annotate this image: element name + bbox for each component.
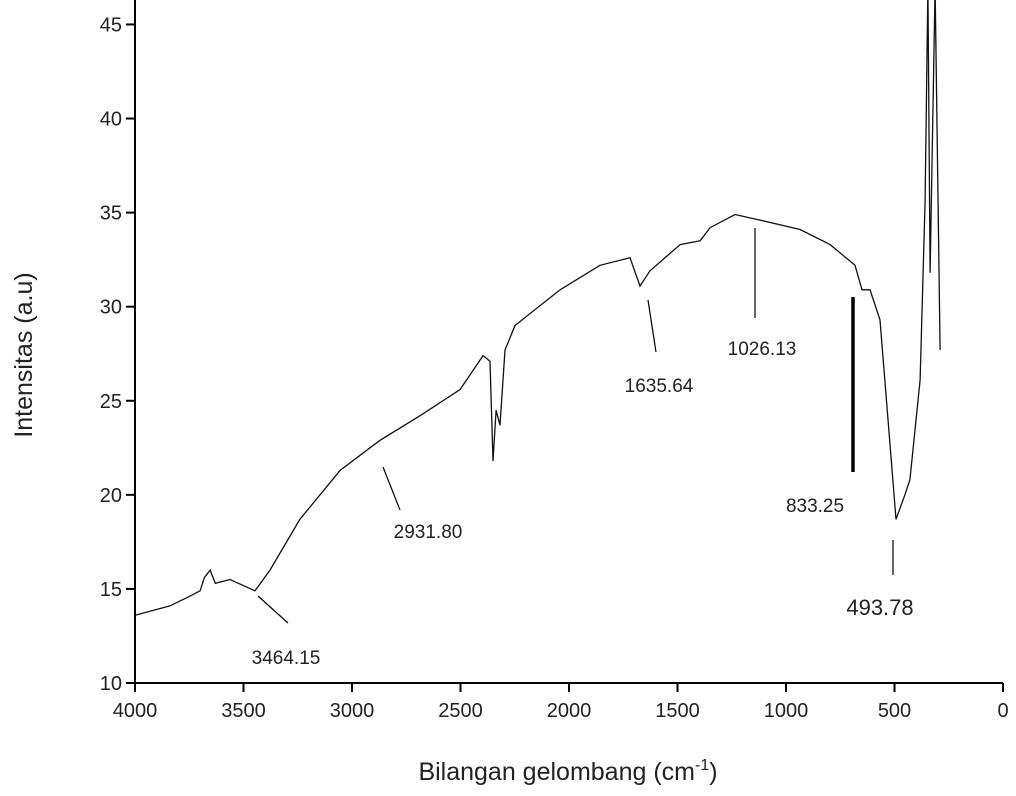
x-axis-title: Bilangan gelombang (cm-1): [418, 757, 717, 786]
y-tick-label: 25: [100, 391, 122, 413]
x-tick-label: 1500: [655, 700, 700, 722]
x-tick-label: 2500: [438, 700, 483, 722]
x-tick-label: 0: [997, 700, 1008, 722]
spectrum-line: [135, 0, 941, 616]
x-axis-title-sup: -1: [695, 757, 709, 774]
annotation-label: 1026.13: [728, 339, 797, 360]
x-tick-label: 1000: [764, 700, 809, 722]
x-axis-title-tail: ): [709, 758, 717, 786]
y-axis-title: Intensitas (a.u): [10, 272, 38, 437]
y-tick-label: 40: [100, 109, 122, 131]
annotation-leader: [647, 299, 657, 353]
annotation-label: 3464.15: [252, 648, 321, 669]
x-axis-title-text: Bilangan gelombang (cm: [418, 758, 695, 786]
annotation-label: 1635.64: [625, 376, 694, 397]
x-tick-label: 4000: [113, 700, 158, 722]
y-tick-label: 45: [100, 14, 122, 36]
y-tick-label: 35: [100, 203, 122, 225]
y-tick-label: 10: [100, 673, 122, 695]
y-tick-label: 20: [100, 485, 122, 507]
x-tick-label: 3500: [221, 700, 266, 722]
annotation-label: 493.78: [846, 595, 913, 620]
x-tick-label: 500: [878, 700, 911, 722]
annotation-leader: [257, 595, 289, 624]
annotation-leader: [382, 466, 401, 511]
y-tick-label: 15: [100, 579, 122, 601]
y-tick-label: 30: [100, 297, 122, 319]
annotation-label: 2931.80: [394, 522, 463, 543]
x-tick-label: 2000: [547, 700, 592, 722]
x-tick-label: 3000: [330, 700, 375, 722]
annotation-label: 833.25: [786, 496, 844, 517]
